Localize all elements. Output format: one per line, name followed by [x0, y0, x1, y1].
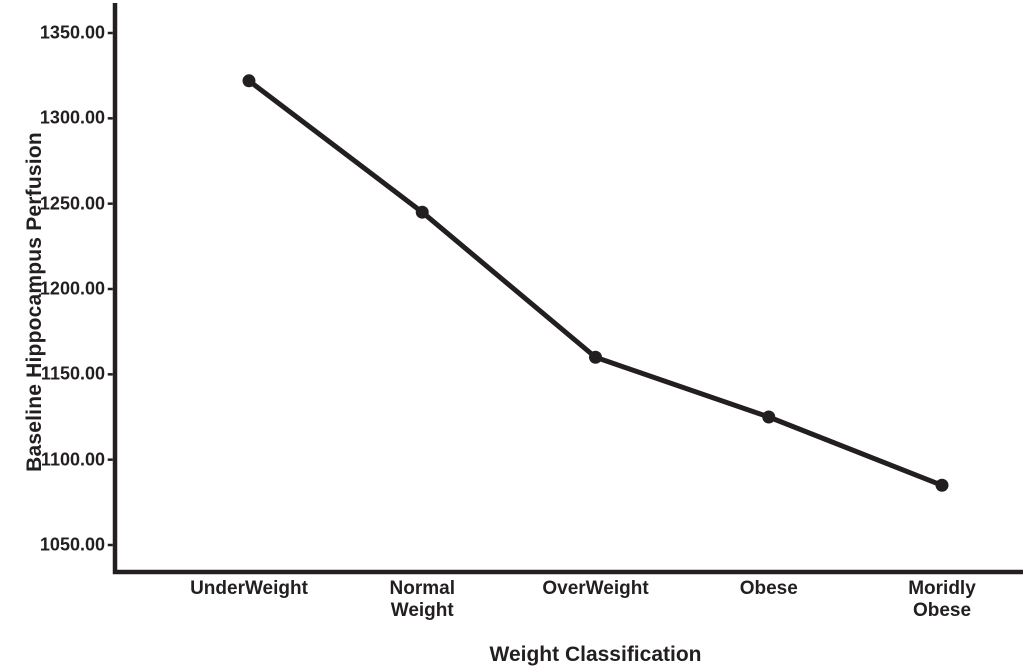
y-axis-title: Baseline Hippocampus Perfusion	[23, 132, 46, 472]
x-tick-label: Normal Weight	[389, 578, 455, 621]
data-point-marker	[415, 205, 429, 219]
x-tick-label: UnderWeight	[190, 578, 308, 599]
y-tick-label: 1100.00	[40, 449, 105, 470]
y-tick-label: 1300.00	[39, 107, 105, 128]
data-point-marker	[589, 350, 602, 364]
y-tick-label: 1250.00	[39, 193, 105, 214]
y-tick-label: 1200.00	[39, 278, 105, 299]
data-point-marker	[242, 74, 256, 88]
y-tick-label: 1150.00	[40, 363, 105, 384]
x-tick-label: Obese	[739, 578, 798, 599]
series-line	[246, 78, 945, 488]
data-point-marker	[935, 478, 949, 492]
x-axis-title: Weight Classification	[489, 643, 702, 666]
y-tick-label: 1050.00	[39, 534, 105, 555]
axis-lines	[112, 3, 1023, 575]
x-tick-label: OverWeight	[542, 578, 649, 599]
data-point-marker	[762, 410, 776, 424]
x-tick-label: Moridly Obese	[908, 578, 976, 621]
y-tick-label: 1350.00	[39, 22, 105, 43]
